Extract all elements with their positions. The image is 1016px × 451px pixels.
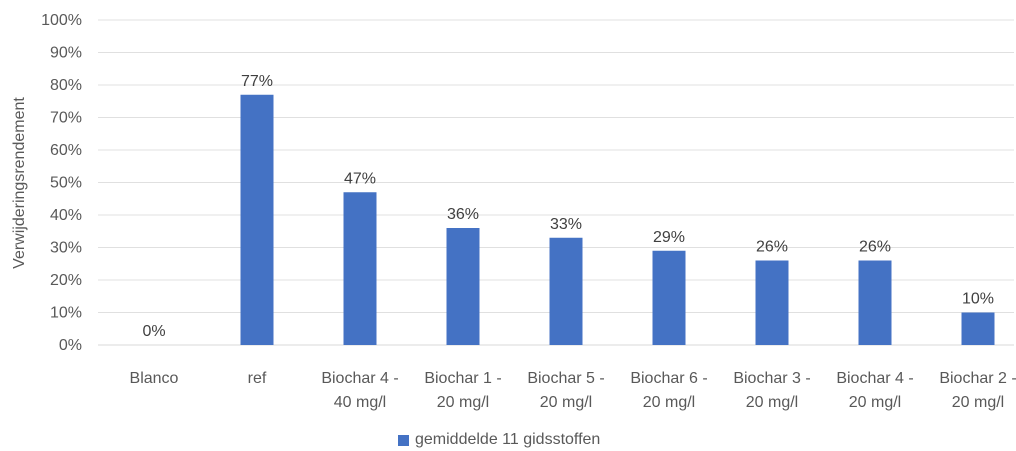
data-label: 26%: [859, 239, 891, 256]
x-category-label: 20 mg/l: [540, 394, 592, 411]
x-category-label: Biochar 3 -: [733, 370, 810, 387]
x-category-label: Biochar 4 -: [836, 370, 913, 387]
data-label: 10%: [962, 291, 994, 308]
data-label: 77%: [241, 73, 273, 90]
x-category-label: 20 mg/l: [952, 394, 1004, 411]
x-category-label: Blanco: [130, 370, 179, 387]
data-label: 36%: [447, 206, 479, 223]
y-tick-label: 80%: [50, 77, 82, 94]
bar: [240, 94, 274, 345]
x-axis-categories: Blanco ref Biochar 4 - 40 mg/l Biochar 1 - 20…: [130, 370, 1016, 411]
y-tick-label: 30%: [50, 240, 82, 257]
bar: [652, 250, 686, 345]
data-label: 26%: [756, 239, 788, 256]
bar: [549, 237, 583, 345]
bar: [446, 228, 480, 345]
x-category-label: 20 mg/l: [643, 394, 695, 411]
data-label: 33%: [550, 216, 582, 233]
y-tick-label: 0%: [59, 337, 82, 354]
bar: [858, 260, 892, 345]
y-axis-ticks: 0% 10% 20% 30% 40% 50% 60% 70% 80% 90% 100%: [41, 12, 82, 354]
bar: [755, 260, 789, 345]
x-category-label: Biochar 5 -: [527, 370, 604, 387]
x-category-label: 20 mg/l: [849, 394, 901, 411]
legend: gemiddelde 11 gidsstoffen: [398, 431, 600, 449]
bar: [343, 192, 377, 345]
legend-label: gemiddelde 11 gidsstoffen: [415, 431, 601, 448]
data-labels: 0% 77% 47% 36% 33% 29% 26% 26% 10%: [142, 73, 994, 340]
y-tick-label: 10%: [50, 305, 82, 322]
x-category-label: 40 mg/l: [334, 394, 386, 411]
y-tick-label: 60%: [50, 142, 82, 159]
y-axis-label: Verwijderingsrendement: [11, 97, 28, 269]
y-tick-label: 100%: [41, 12, 82, 29]
bars: [240, 94, 995, 345]
x-category-label: 20 mg/l: [746, 394, 798, 411]
x-category-label: Biochar 2 -: [939, 370, 1016, 387]
data-label: 29%: [653, 229, 685, 246]
data-label: 0%: [142, 323, 165, 340]
x-category-label: ref: [248, 370, 267, 387]
x-category-label: Biochar 4 -: [321, 370, 398, 387]
y-tick-label: 70%: [50, 110, 82, 127]
x-category-label: Biochar 6 -: [630, 370, 707, 387]
x-category-label: Biochar 1 -: [424, 370, 501, 387]
y-tick-label: 90%: [50, 45, 82, 62]
x-category-label: 20 mg/l: [437, 394, 489, 411]
y-tick-label: 20%: [50, 272, 82, 289]
bar: [961, 312, 995, 345]
y-tick-label: 50%: [50, 175, 82, 192]
y-tick-label: 40%: [50, 207, 82, 224]
legend-swatch: [398, 434, 409, 446]
data-label: 47%: [344, 170, 376, 187]
